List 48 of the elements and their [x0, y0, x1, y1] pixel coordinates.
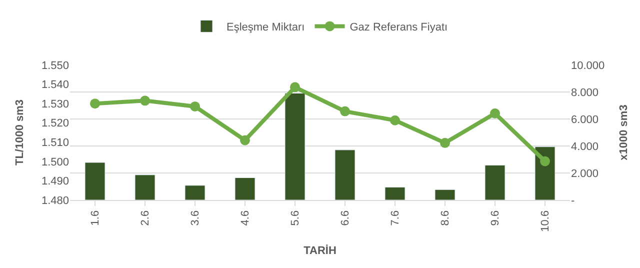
point	[390, 115, 400, 126]
point	[340, 106, 350, 116]
y2-tick-label: 2.000	[571, 168, 599, 180]
point	[140, 96, 150, 106]
x-tick-label: 9.6	[490, 210, 502, 226]
bar	[334, 150, 356, 200]
bar	[134, 174, 156, 200]
point	[540, 156, 550, 166]
bar	[484, 164, 506, 200]
bar	[384, 186, 406, 200]
x-axis-title: TARİH	[304, 244, 336, 258]
y2-tick-label: 10.000	[571, 60, 605, 72]
x-tick-label: 2.6	[140, 210, 152, 226]
x-tick-label: 6.6	[340, 210, 352, 226]
bar	[84, 162, 106, 200]
y-tick-label: 1.480	[41, 194, 69, 207]
y2-tick-label: 8.000	[571, 86, 599, 99]
point	[190, 101, 200, 112]
y-tick-label: 1.520	[41, 118, 69, 130]
bar	[434, 189, 456, 200]
x-tick-label: 8.6	[440, 210, 452, 226]
y-tick-label: 1.500	[41, 156, 69, 168]
bar	[284, 92, 306, 200]
y-axis-title: TL/1000 sm3	[14, 99, 26, 166]
legend-label: Gaz Referans Fiyatı	[350, 21, 448, 34]
y-tick-label: 1.540	[41, 79, 69, 92]
x-tick-label: 1.6	[90, 210, 102, 226]
y2-tick-label: 4.000	[571, 140, 599, 153]
y-tick-label: 1.530	[41, 98, 69, 110]
x-tick-label: 4.6	[240, 210, 252, 226]
y-tick-label: 1.490	[41, 176, 69, 188]
x-tick-label: 7.6	[390, 210, 402, 226]
y2-axis-title: x1000 sm3	[618, 104, 630, 160]
point	[90, 98, 100, 109]
x-tick-label: 3.6	[190, 210, 202, 226]
y-tick-label: 1.550	[41, 60, 69, 72]
x-tick-label: 10.6	[540, 210, 552, 232]
y2-tick-label: -	[571, 194, 575, 207]
bar	[184, 185, 206, 200]
point	[290, 82, 300, 92]
y-tick-label: 1.510	[41, 136, 69, 149]
point	[240, 135, 250, 146]
bar	[234, 177, 256, 200]
y2-tick-label: 6.000	[571, 114, 599, 126]
x-tick-label: 5.6	[290, 210, 302, 226]
legend-label: Eşleşme Miktarı	[226, 21, 305, 34]
point	[440, 138, 450, 148]
point	[490, 108, 500, 118]
